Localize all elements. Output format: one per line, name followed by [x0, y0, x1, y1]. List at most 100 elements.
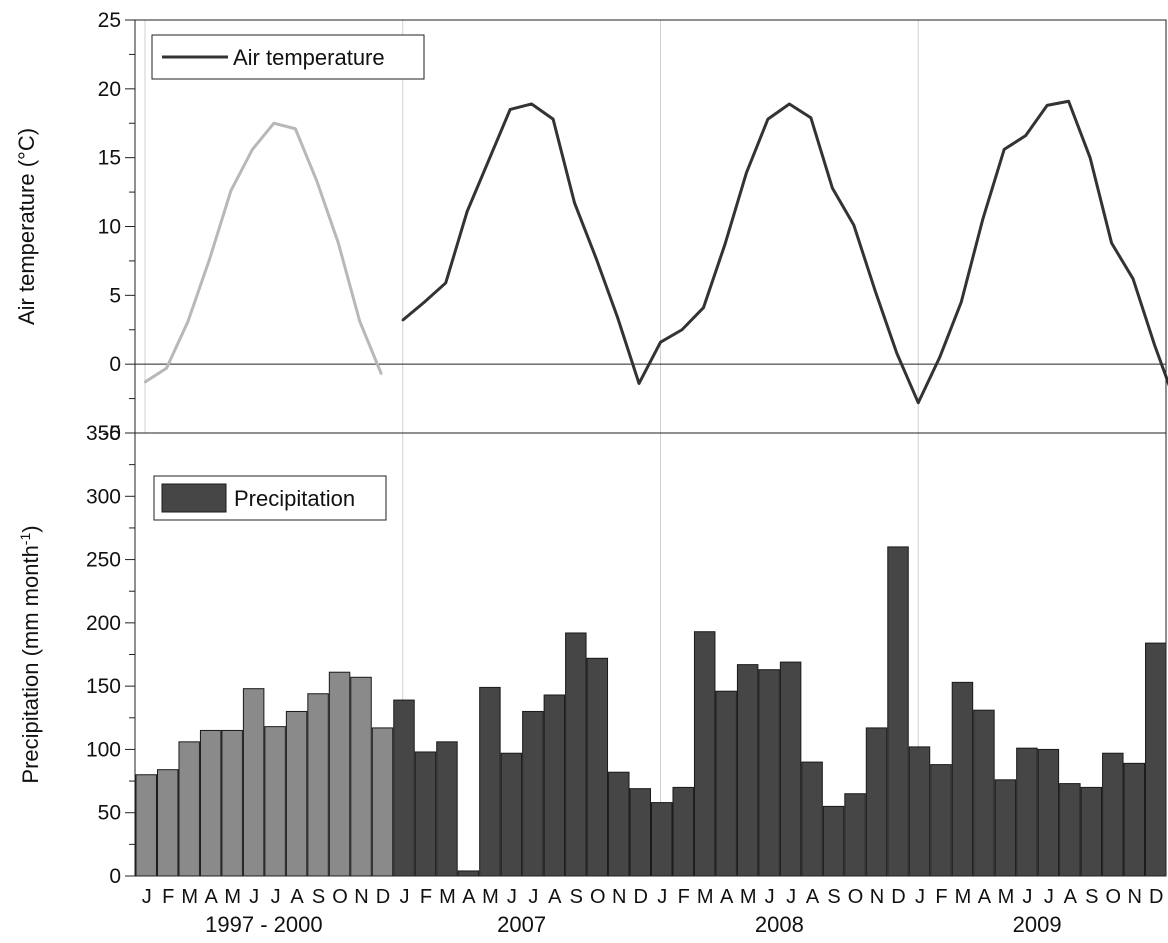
temperature-point: [551, 117, 555, 121]
precipitation-bar: [651, 802, 673, 877]
temperature-point: [358, 320, 361, 323]
x-month-label: O: [332, 886, 348, 908]
x-month-label: D: [376, 886, 390, 908]
precipitation-bar-baseline: [350, 676, 372, 877]
precipitation-bar: [758, 669, 780, 877]
temperature-point: [1131, 277, 1135, 281]
precipitation-y-axis-title-text: Precipitation (mm month: [18, 545, 43, 783]
x-month-label: F: [678, 886, 690, 908]
temperature-line-baseline: [144, 121, 383, 384]
precipitation-bar: [1059, 783, 1081, 877]
x-month-label: S: [1085, 886, 1098, 908]
precipitation-bar: [801, 761, 823, 877]
precipitation-bar: [629, 788, 651, 877]
temperature-point: [315, 179, 319, 183]
precipitation-bar: [393, 699, 415, 877]
temperature-point: [938, 356, 941, 359]
temperature-point: [680, 328, 684, 331]
temperature-point: [337, 241, 340, 245]
precipitation-bar: [908, 746, 931, 877]
temperature-plot-frame: [134, 19, 1167, 434]
temperature-point: [423, 301, 426, 304]
x-month-label: J: [657, 886, 667, 908]
x-month-label: D: [634, 886, 648, 908]
precipitation-legend-label: Precipitation: [234, 486, 355, 511]
x-month-label: N: [870, 886, 884, 908]
temperature-y-tick-label: 10: [98, 216, 121, 239]
precipitation-bar: [715, 690, 737, 877]
x-month-label: A: [462, 886, 476, 908]
temperature-point: [659, 340, 662, 344]
temperature-point: [637, 382, 641, 385]
x-month-label: J: [915, 886, 925, 908]
temperature-point: [465, 210, 469, 213]
precipitation-y-tick-label: 150: [86, 675, 121, 698]
temperature-point: [766, 117, 770, 121]
x-month-label: J: [528, 886, 538, 908]
x-month-label: J: [142, 886, 152, 908]
x-month-label: M: [998, 886, 1015, 908]
x-month-label: M: [181, 886, 198, 908]
precipitation-legend-swatch: [161, 483, 227, 513]
temperature-y-tick-label: 25: [98, 9, 121, 32]
x-month-label: M: [439, 886, 456, 908]
precipitation-bar-baseline: [221, 729, 243, 877]
temperature-line-2007-2009: [401, 99, 1168, 405]
precipitation-bar: [414, 751, 437, 877]
temperature-point: [208, 258, 211, 261]
precipitation-bar: [522, 710, 544, 877]
x-month-label: A: [720, 886, 734, 908]
x-year-label: 2007: [497, 912, 546, 937]
temperature-panel: 25 20 15 10 5 0 -5 Air temperature (°C) Air te…: [14, 9, 1168, 445]
precipitation-y-tick-label: 300: [86, 485, 121, 508]
precipitation-bar: [779, 661, 802, 877]
x-month-label: S: [312, 886, 325, 908]
precipitation-bar-baseline: [307, 693, 329, 877]
x-month-label: M: [955, 886, 972, 908]
x-month-label: A: [978, 886, 992, 908]
temperature-point: [788, 102, 791, 106]
x-month-label: J: [249, 886, 259, 908]
x-month-label: N: [612, 886, 626, 908]
temperature-point: [874, 290, 877, 293]
temperature-gridlines: [144, 20, 919, 433]
temperature-point: [616, 316, 619, 319]
temperature-point: [401, 318, 404, 322]
temperature-series: [144, 99, 1168, 405]
temperature-point: [745, 171, 748, 175]
precipitation-bar: [951, 681, 974, 877]
temperature-point: [960, 301, 963, 304]
temperature-point: [917, 401, 920, 404]
precipitation-bar: [887, 546, 909, 877]
precipitation-bar-baseline: [371, 727, 394, 877]
x-month-label: N: [354, 886, 368, 908]
temperature-point: [272, 122, 276, 125]
precipitation-y-tick-label: 200: [86, 612, 121, 635]
temperature-point: [1024, 134, 1027, 137]
precipitation-bar: [844, 793, 866, 877]
precipitation-bars: [135, 546, 1167, 877]
precipitation-panel: 350 300 250 200 150 100 50 0 Precipitation (mm …: [17, 422, 1167, 888]
precipitation-bar: [1080, 786, 1103, 877]
temperature-point: [1045, 104, 1049, 107]
temperature-y-axis-title: Air temperature (°C): [14, 128, 39, 325]
x-month-label: S: [827, 886, 840, 908]
temperature-point: [508, 108, 512, 111]
temperature-y-tick-label: 20: [98, 78, 121, 101]
precipitation-bar: [1102, 752, 1124, 877]
x-month-label: A: [806, 886, 820, 908]
temperature-point: [143, 380, 147, 384]
precipitation-y-axis: 350 300 250 200 150 100 50 0: [86, 422, 136, 888]
x-month-label: O: [848, 886, 864, 908]
x-month-label: J: [765, 886, 775, 908]
temperature-point: [852, 223, 856, 227]
precipitation-bar: [457, 870, 480, 877]
x-month-label: A: [205, 886, 219, 908]
x-month-label: F: [420, 886, 432, 908]
temperature-point: [380, 372, 383, 376]
temperature-point: [487, 159, 490, 162]
temperature-y-tick-label: -5: [102, 422, 121, 445]
precipitation-bar-baseline: [199, 729, 222, 877]
precipitation-bar-baseline: [285, 710, 308, 877]
